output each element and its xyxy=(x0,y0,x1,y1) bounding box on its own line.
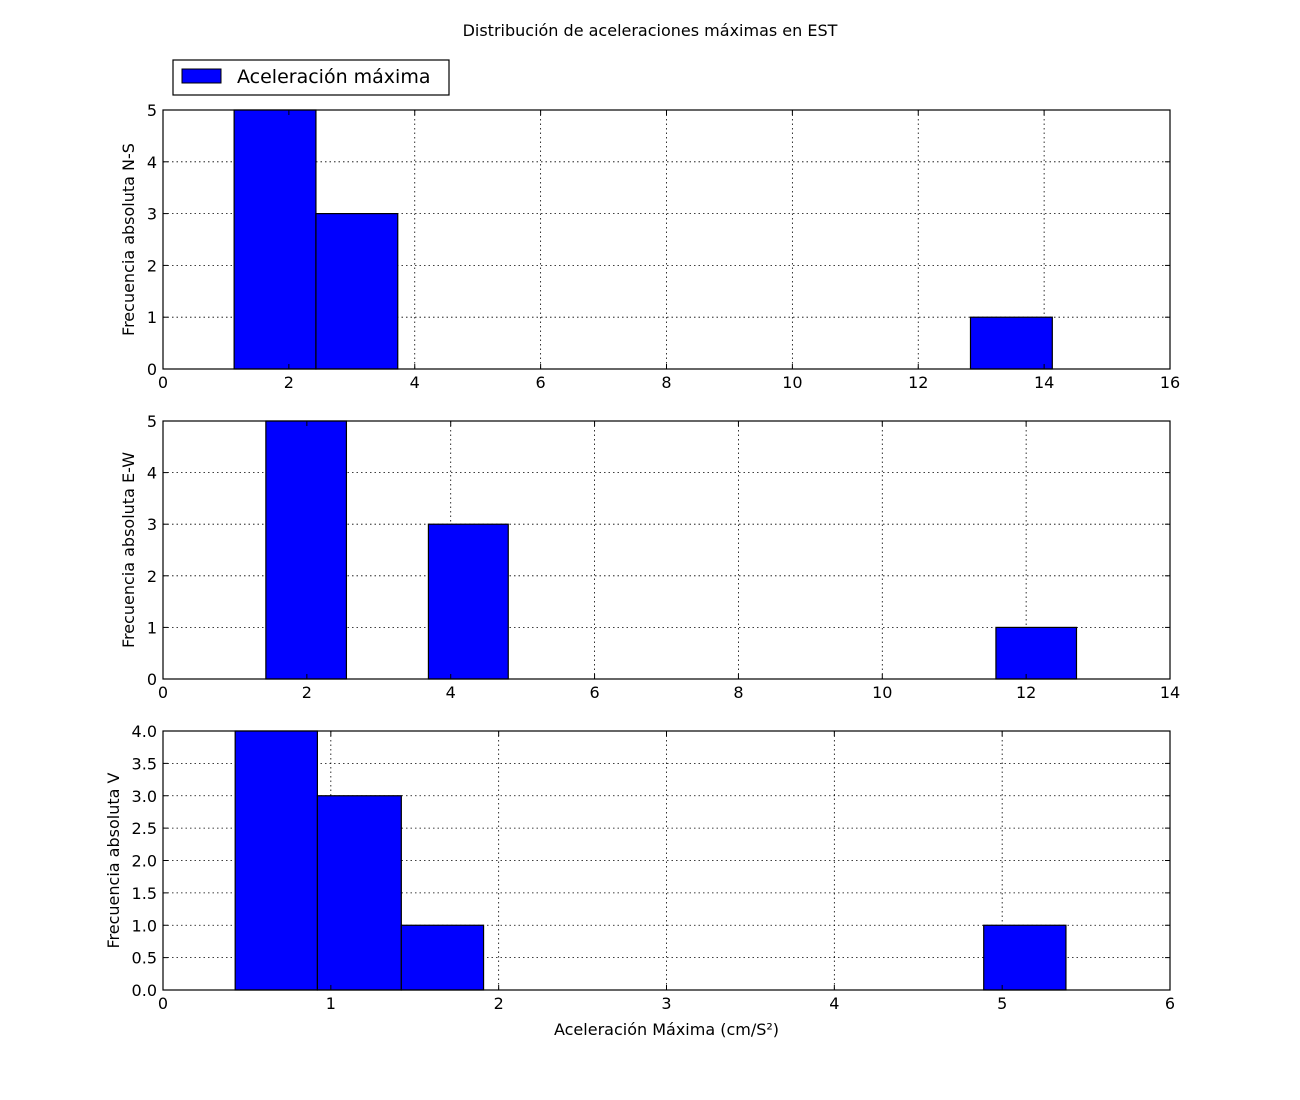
ylabel-ns: Frecuencia absoluta N-S xyxy=(119,143,138,336)
xtick-label-ns-3: 6 xyxy=(536,373,546,392)
bar-v-2 xyxy=(400,924,485,991)
xtick-label-ew-7: 14 xyxy=(1160,683,1180,702)
ytick-label-v-5: 2.5 xyxy=(132,819,157,838)
bar-ns-0 xyxy=(233,109,317,370)
ytick-label-v-0: 0.0 xyxy=(132,981,157,1000)
ytick-label-ew-1: 1 xyxy=(147,618,157,637)
ytick-label-ns-1: 1 xyxy=(147,308,157,327)
bar-v-0 xyxy=(234,730,319,991)
legend-swatch xyxy=(181,68,222,84)
ytick-label-v-4: 2.0 xyxy=(132,852,157,871)
ytick-label-v-7: 3.5 xyxy=(132,754,157,773)
ytick-label-ew-4: 4 xyxy=(147,464,157,483)
ytick-label-ns-4: 4 xyxy=(147,153,157,172)
ytick-label-ns-0: 0 xyxy=(147,360,157,379)
xtick-label-v-2: 2 xyxy=(494,994,504,1013)
ytick-label-ns-5: 5 xyxy=(147,101,157,120)
bar-ew-0 xyxy=(265,420,348,680)
ytick-label-ns-3: 3 xyxy=(147,205,157,224)
ytick-label-ns-2: 2 xyxy=(147,256,157,275)
axes-frame-ew xyxy=(162,420,1171,680)
ytick-label-ew-5: 5 xyxy=(147,412,157,431)
bar-ew-2 xyxy=(995,626,1078,680)
xtick-label-v-3: 3 xyxy=(661,994,671,1013)
bar-ns-2 xyxy=(969,316,1053,370)
xtick-label-ew-4: 8 xyxy=(733,683,743,702)
bar-v-1 xyxy=(316,795,402,991)
xtick-label-ew-3: 6 xyxy=(589,683,599,702)
ytick-label-v-3: 1.5 xyxy=(132,884,157,903)
xtick-label-ns-4: 8 xyxy=(661,373,671,392)
bar-v-3 xyxy=(983,924,1067,991)
bar-ns-1 xyxy=(315,213,399,370)
xtick-label-ns-1: 2 xyxy=(284,373,294,392)
xtick-label-v-1: 1 xyxy=(326,994,336,1013)
xtick-label-ew-6: 12 xyxy=(1016,683,1036,702)
legend: Aceleración máxima xyxy=(172,59,450,96)
xtick-label-v-4: 4 xyxy=(829,994,839,1013)
xtick-label-ew-0: 0 xyxy=(158,683,168,702)
ytick-label-v-1: 0.5 xyxy=(132,949,157,968)
ylabel-v: Frecuencia absoluta V xyxy=(104,772,123,948)
xtick-label-v-5: 5 xyxy=(997,994,1007,1013)
xtick-label-ns-8: 16 xyxy=(1160,373,1180,392)
xtick-label-ew-2: 4 xyxy=(446,683,456,702)
xtick-label-ew-5: 10 xyxy=(872,683,892,702)
xtick-label-ns-6: 12 xyxy=(908,373,928,392)
xtick-label-v-0: 0 xyxy=(158,994,168,1013)
ytick-label-v-8: 4.0 xyxy=(132,722,157,741)
legend-label: Aceleración máxima xyxy=(237,66,430,88)
bar-ew-1 xyxy=(427,523,509,680)
xtick-label-ns-5: 10 xyxy=(782,373,802,392)
ytick-label-ew-3: 3 xyxy=(147,515,157,534)
ytick-label-v-6: 3.0 xyxy=(132,787,157,806)
panel-v: 0 1 2 3 4 5 6 0.0 0.5 1.0 1.5 2.0 2.5 3.0 3.5 4.0 Frecue… xyxy=(104,722,1175,1039)
ytick-label-ew-2: 2 xyxy=(147,567,157,586)
xtick-label-v-6: 6 xyxy=(1165,994,1175,1013)
xtick-label-ew-1: 2 xyxy=(302,683,312,702)
xlabel-v: Aceleración Máxima (cm/S²) xyxy=(554,1020,779,1039)
ylabel-ew: Frecuencia absoluta E-W xyxy=(119,452,138,648)
xtick-label-ns-0: 0 xyxy=(158,373,168,392)
ytick-label-v-2: 1.0 xyxy=(132,916,157,935)
figure-title: Distribución de aceleraciones máximas en… xyxy=(463,21,838,40)
xtick-label-ns-7: 14 xyxy=(1034,373,1054,392)
xtick-label-ns-2: 4 xyxy=(410,373,420,392)
ytick-label-ew-0: 0 xyxy=(147,670,157,689)
